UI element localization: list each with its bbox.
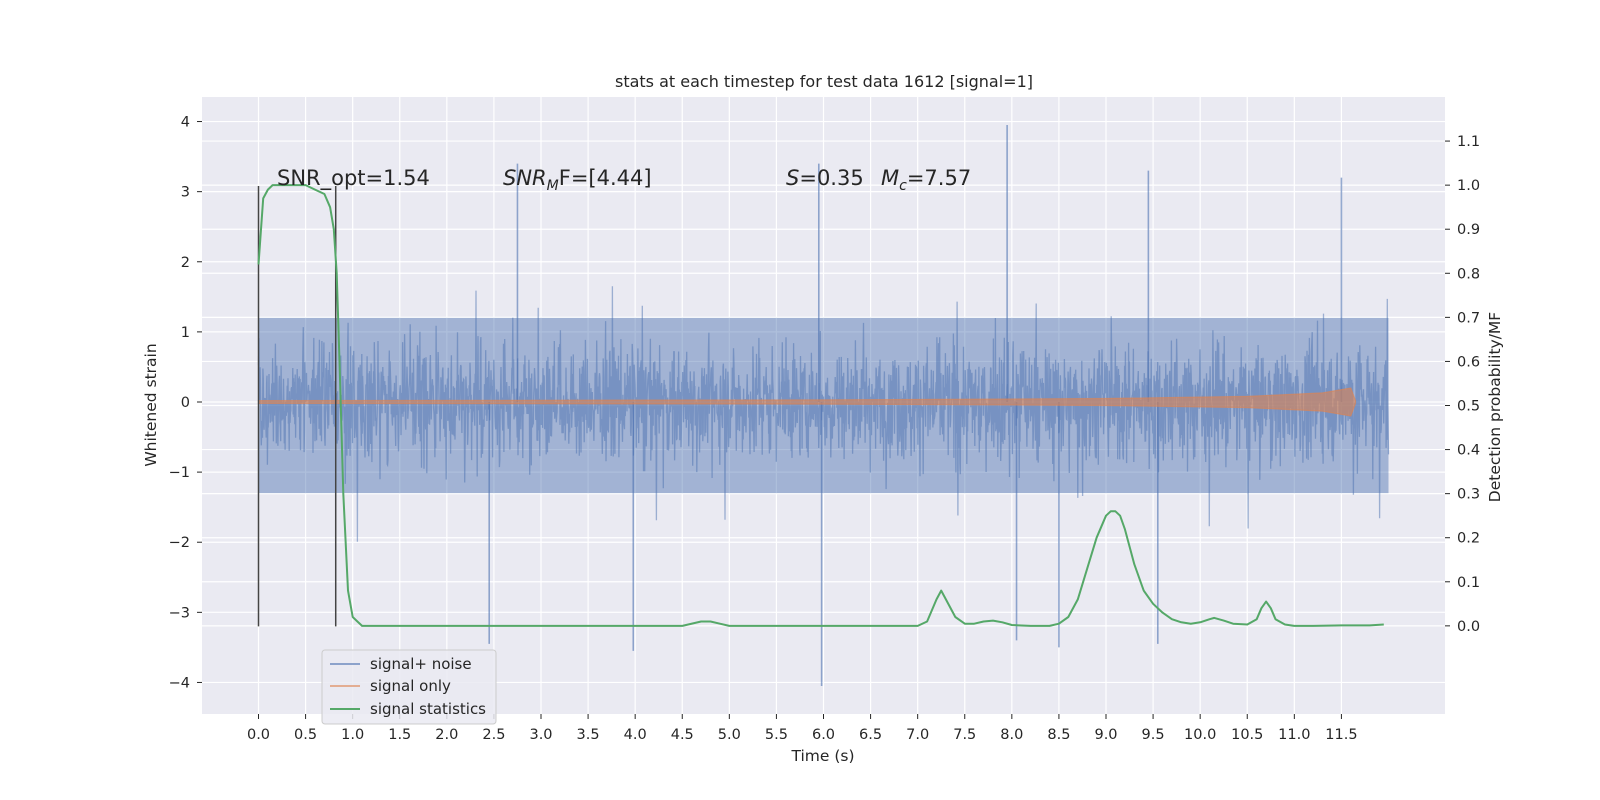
right-y-tick-label: 0.5 <box>1457 399 1480 415</box>
left-y-tick-label: −2 <box>169 535 190 551</box>
right-y-axis-label: Detection probability/MF <box>1486 312 1504 503</box>
signal-statistics-line <box>257 184 1384 627</box>
legend-label-signal-plus-noise: signal+ noise <box>370 655 472 673</box>
left-y-tick-label: −1 <box>169 465 190 481</box>
x-tick-label: 1.0 <box>341 727 364 743</box>
x-tick-label: 3.0 <box>529 727 552 743</box>
x-tick-label: 10.5 <box>1231 727 1263 743</box>
left-y-tick-label: 3 <box>181 185 190 201</box>
x-tick-label: 7.5 <box>953 727 976 743</box>
plot-area <box>202 97 1445 714</box>
x-axis-label: Time (s) <box>790 747 854 765</box>
right-y-tick-label: 1.1 <box>1457 134 1480 150</box>
series-signal-statistics <box>257 184 1384 627</box>
x-tick-label: 4.5 <box>671 727 694 743</box>
right-y-tick-label: 0.8 <box>1457 266 1480 282</box>
x-tick-label: 0.0 <box>247 727 270 743</box>
x-tick-label: 5.0 <box>718 727 741 743</box>
left-y-axis-ticks: 4 3 2 1 0 −1 −2 −3 −4 <box>169 115 202 691</box>
right-y-tick-label: 0.3 <box>1457 487 1480 503</box>
x-tick-label: 11.0 <box>1278 727 1310 743</box>
x-axis-ticks: 0.0 0.5 1.0 1.5 2.0 2.5 3.0 3.5 4.0 4.5 5.0 5.5 6.0 6… <box>247 714 1358 743</box>
annotation-snr-opt: SNR_opt=1.54 <box>277 166 430 191</box>
x-tick-label: 8.0 <box>1000 727 1023 743</box>
x-tick-label: 8.5 <box>1047 727 1070 743</box>
legend-label-signal-statistics: signal statistics <box>370 700 486 718</box>
right-y-axis-ticks: 1.1 1.0 0.9 0.8 0.7 0.6 0.5 0.4 0.3 0.2 0.1 0.0 <box>1445 134 1480 635</box>
series-signal-only <box>257 387 1357 417</box>
right-y-tick-label: 0.1 <box>1457 575 1480 591</box>
x-tick-label: 10.0 <box>1184 727 1216 743</box>
left-y-tick-label: 1 <box>181 325 190 341</box>
right-y-tick-label: 1.0 <box>1457 178 1480 194</box>
right-y-tick-label: 0.2 <box>1457 531 1480 547</box>
x-tick-label: 9.5 <box>1142 727 1165 743</box>
left-y-tick-label: 2 <box>181 255 190 271</box>
left-y-axis-label: Whitened strain <box>142 343 160 466</box>
legend-label-signal-only: signal only <box>370 677 451 695</box>
annotation-s-label: S <box>786 166 799 190</box>
annotation-mc: Mc=7.57 <box>881 166 971 194</box>
chart-title: stats at each timestep for test data 161… <box>615 72 1033 91</box>
x-tick-label: 9.0 <box>1094 727 1117 743</box>
signal-plus-noise-line <box>257 286 1390 542</box>
left-y-tick-label: 0 <box>181 395 190 411</box>
left-y-tick-label: −3 <box>169 605 190 621</box>
right-y-tick-label: 0.6 <box>1457 354 1480 370</box>
annotation-s-value: =0.35 <box>799 166 863 190</box>
legend: signal+ noise signal only signal statist… <box>321 649 497 725</box>
x-tick-label: 5.5 <box>765 727 788 743</box>
x-tick-label: 11.5 <box>1325 727 1357 743</box>
annotation-mc-label: M <box>881 166 899 190</box>
right-y-tick-label: 0.7 <box>1457 310 1480 326</box>
right-y-tick-label: 0.4 <box>1457 443 1480 459</box>
right-y-tick-label: 0.0 <box>1457 619 1480 635</box>
legend-box <box>321 649 497 725</box>
x-tick-label: 1.5 <box>388 727 411 743</box>
x-tick-label: 2.0 <box>435 727 458 743</box>
left-y-tick-label: 4 <box>181 115 190 131</box>
x-tick-label: 6.0 <box>812 727 835 743</box>
annotation-s: S=0.35 <box>786 166 864 190</box>
right-y-tick-label: 0.9 <box>1457 222 1480 238</box>
annotation-snr-mf-main: SNR <box>503 166 547 190</box>
x-tick-label: 3.5 <box>577 727 600 743</box>
x-tick-label: 7.0 <box>906 727 929 743</box>
annotation-mc-value: =7.57 <box>907 166 971 190</box>
annotation-mc-sub: c <box>899 178 907 194</box>
x-tick-label: 0.5 <box>294 727 317 743</box>
annotation-snr-mf: SNRMF=[4.44] <box>503 166 652 194</box>
annotation-snr-mf-sub: M <box>547 178 559 194</box>
signal-only-line <box>257 387 1357 417</box>
x-tick-label: 2.5 <box>482 727 505 743</box>
annotation-snr-mf-rest: F=[4.44] <box>559 166 652 190</box>
left-y-tick-label: −4 <box>169 675 190 691</box>
x-tick-label: 4.0 <box>624 727 647 743</box>
x-tick-label: 6.5 <box>859 727 882 743</box>
